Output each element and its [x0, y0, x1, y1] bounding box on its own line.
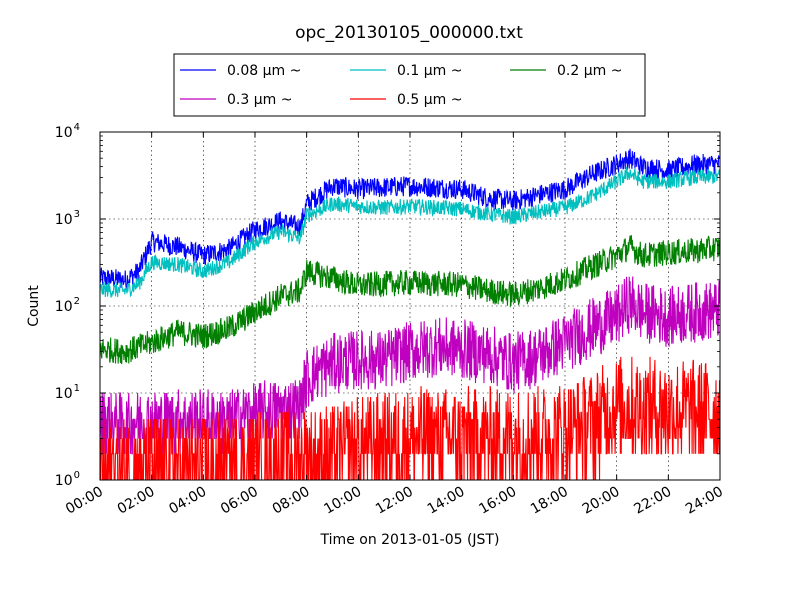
y-tick-label: 101: [55, 383, 80, 402]
series-line-4: [100, 356, 720, 480]
x-tick-label: 08:00: [270, 484, 313, 518]
series-line-1: [100, 166, 720, 298]
x-tick-label: 06:00: [218, 484, 261, 518]
x-axis-label: Time on 2013-01-05 (JST): [320, 532, 500, 548]
legend-label: 0.5 μm ~: [397, 92, 462, 108]
series-line-0: [100, 148, 720, 290]
legend-label: 0.2 μm ~: [557, 63, 622, 79]
x-tick-label: 02:00: [115, 484, 158, 518]
x-tick-label: 16:00: [476, 484, 519, 518]
series-lines: [100, 148, 720, 480]
series-line-2: [100, 234, 720, 365]
x-tick-label: 20:00: [580, 484, 623, 518]
legend-label: 0.1 μm ~: [397, 63, 462, 79]
y-tick-label: 104: [55, 122, 80, 141]
series-line-3: [100, 276, 720, 455]
y-tick-label: 103: [55, 209, 80, 228]
x-tick-label: 04:00: [166, 484, 209, 518]
x-tick-label: 14:00: [425, 484, 468, 518]
y-axis-label: Count: [26, 285, 42, 327]
x-tick-label: 22:00: [631, 484, 674, 518]
x-tick-label: 24:00: [683, 484, 726, 518]
chart-title: opc_20130105_000000.txt: [295, 23, 523, 43]
x-tick-label: 12:00: [373, 484, 416, 518]
x-tick-label: 18:00: [528, 484, 571, 518]
x-tick-label: 10:00: [321, 484, 364, 518]
y-tick-label: 100: [55, 470, 80, 489]
legend: 0.08 μm ~ 0.1 μm ~ 0.2 μm ~ 0.3 μm ~ 0.5 μm …: [173, 53, 646, 117]
legend-label: 0.3 μm ~: [227, 92, 292, 108]
y-tick-label: 102: [55, 296, 80, 315]
legend-box: [173, 53, 646, 117]
legend-label: 0.08 μm ~: [227, 63, 301, 79]
